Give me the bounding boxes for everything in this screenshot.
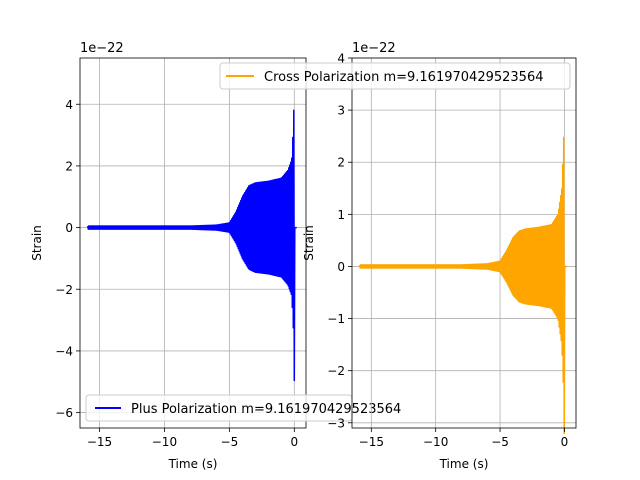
right-chart-y-tick-label: −2: [327, 364, 345, 378]
right-chart-frame: [351, 57, 577, 429]
right-chart-x-tick-label: −15: [359, 435, 384, 449]
right-chart-y-tick-label: 2: [337, 156, 345, 170]
left-chart-series: [87, 109, 298, 382]
right-chart-x-label: Time (s): [439, 457, 489, 471]
left-chart-y-tick-label: 4: [65, 98, 73, 112]
left-chart-frame: [79, 57, 307, 429]
left-chart-offset-text: 1e−22: [80, 41, 124, 56]
left-chart-y-tick-label: −2: [55, 283, 73, 297]
left-chart-ticks: −15 −10 −5 0 −6 −4 −2 0 2 4: [55, 98, 298, 449]
right-chart-x-tick-label: 0: [561, 435, 569, 449]
right-chart-legend-label: Cross Polarization m=9.161970429523564: [264, 70, 543, 85]
right-chart-grid: [352, 57, 576, 428]
left-chart-y-tick-label: 2: [65, 159, 73, 173]
right-chart-legend: Cross Polarization m=9.161970429523564: [219, 62, 571, 90]
right-chart-y-tick-label: 0: [337, 260, 345, 274]
right-chart-y-tick-label: 3: [337, 104, 345, 118]
right-chart-offset-text: 1e−22: [352, 41, 396, 56]
left-chart-x-tick-label: 0: [290, 435, 298, 449]
left-chart-x-tick-label: −15: [87, 435, 112, 449]
left-chart-legend-label: Plus Polarization m=9.161970429523564: [131, 402, 401, 417]
left-chart-legend: Plus Polarization m=9.161970429523564: [85, 394, 401, 422]
left-chart-x-tick-label: −10: [152, 435, 177, 449]
right-chart-series-line: [358, 136, 567, 435]
right-chart-legend-box: [219, 62, 571, 90]
left-chart-y-label: Strain: [30, 225, 44, 261]
left-chart-series-line: [87, 109, 298, 382]
left-chart-y-tick-label: −4: [55, 344, 73, 358]
left-chart-x-tick-label: −5: [221, 435, 239, 449]
right-chart-y-label: Strain: [302, 225, 316, 261]
right-chart-y-tick-label: 1: [337, 208, 345, 222]
left-chart-y-tick-label: −6: [55, 406, 73, 420]
left-chart-y-tick-label: 0: [65, 221, 73, 235]
right-chart-series: [358, 136, 567, 435]
right-chart-y-tick-label: 4: [337, 52, 345, 66]
right-chart-y-tick-label: −1: [327, 312, 345, 326]
left-chart-x-label: Time (s): [168, 457, 218, 471]
right-chart-y-tick-label: −3: [327, 416, 345, 430]
right-chart-x-tick-label: −5: [491, 435, 509, 449]
right-chart-x-tick-label: −10: [423, 435, 448, 449]
